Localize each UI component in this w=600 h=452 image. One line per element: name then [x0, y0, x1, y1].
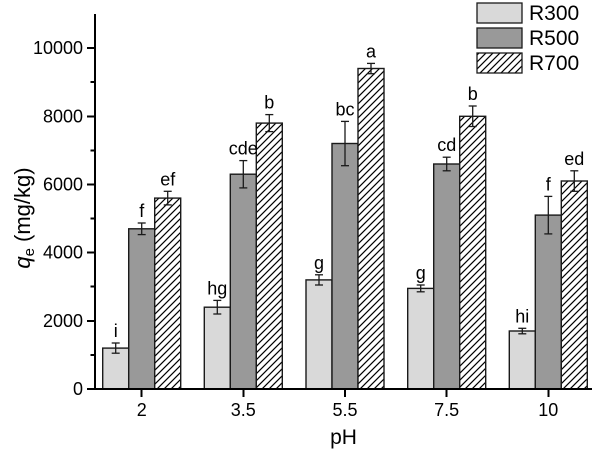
sig-label-R500-ph7.5: cd [437, 135, 456, 155]
y-tick-label: 2000 [43, 311, 83, 331]
axes [87, 14, 592, 397]
legend-label-R500: R500 [529, 27, 579, 50]
error-bar-R300-ph5.5 [315, 274, 323, 286]
legend-swatch-R700 [476, 52, 523, 74]
error-bar-R300-ph3.5 [213, 299, 222, 315]
bar-R500-ph5.5 [331, 142, 359, 390]
y-title-subscript: e [21, 248, 38, 256]
y-title-symbol: q [10, 256, 35, 269]
error-bar-R700-ph10 [570, 170, 579, 192]
bar-R300-ph3.5 [203, 306, 232, 390]
bar-R700-ph5.5 [357, 67, 385, 390]
y-tick-label: 6000 [43, 175, 83, 195]
legend-label-R300: R300 [529, 2, 579, 25]
y-title-units: (mg/kg) [10, 167, 35, 242]
y-axis-title: qe (mg/kg) [10, 167, 38, 268]
error-bar-R300-ph2 [111, 342, 120, 354]
error-bar-R300-ph10 [518, 327, 527, 335]
sig-label-R700-ph2: ef [160, 169, 176, 189]
bar-R500-ph2 [127, 228, 156, 390]
y-tick-label: 0 [73, 379, 83, 399]
y-tick-label: 10000 [33, 38, 83, 58]
x-tick-label: 7.5 [434, 400, 459, 420]
bar-R700-ph3.5 [255, 122, 283, 390]
error-bar-R500-ph3.5 [239, 159, 248, 189]
bar-R300-ph5.5 [305, 279, 333, 390]
sig-label-R500-ph2: f [139, 201, 145, 221]
sig-label-R700-ph3.5: b [264, 93, 274, 113]
error-bar-R700-ph5.5 [367, 62, 375, 75]
sig-label-R500-ph10: f [546, 174, 552, 194]
legend-label-R700: R700 [529, 52, 579, 75]
bar-R700-ph7.5 [459, 115, 487, 390]
bar-R500-ph10 [534, 214, 562, 390]
sig-label-R700-ph7.5: b [468, 84, 478, 104]
y-tick-label: 8000 [43, 106, 83, 126]
sig-label-R300-ph7.5: g [416, 263, 426, 283]
sig-label-R300-ph3.5: hg [207, 278, 227, 298]
sig-label-R700-ph5.5: a [366, 41, 377, 61]
x-tick-label: 5.5 [332, 400, 357, 420]
x-axis-title: pH [330, 426, 357, 449]
error-bar-R500-ph10 [544, 195, 553, 235]
bar-R300-ph10 [508, 330, 536, 390]
legend-swatch-R500 [476, 27, 523, 49]
bar-R300-ph7.5 [407, 287, 435, 390]
error-bar-R500-ph7.5 [442, 156, 451, 172]
error-bar-R700-ph2 [163, 190, 172, 206]
y-tick-label: 4000 [43, 243, 83, 263]
sig-label-R700-ph10: ed [564, 149, 584, 169]
error-bar-R500-ph2 [137, 222, 146, 236]
sig-label-R300-ph5.5: g [314, 253, 324, 273]
x-tick-label: 10 [538, 400, 558, 420]
bar-R300-ph2 [101, 347, 130, 390]
legend-swatch-R300 [476, 2, 523, 24]
sig-label-R500-ph3.5: cde [229, 139, 258, 159]
error-bar-R700-ph7.5 [468, 105, 477, 128]
bar-R700-ph10 [560, 180, 588, 390]
bar-R500-ph7.5 [433, 163, 461, 390]
sig-label-R500-ph5.5: bc [335, 99, 354, 119]
x-tick-label: 3.5 [231, 400, 256, 420]
x-tick-label: 2 [137, 400, 147, 420]
sig-label-R300-ph2: i [114, 321, 118, 341]
error-bar-R500-ph5.5 [341, 120, 349, 167]
error-bar-R700-ph3.5 [265, 113, 274, 133]
bar-R500-ph3.5 [229, 173, 258, 390]
sig-label-R300-ph10: hi [515, 306, 529, 326]
bar-R700-ph2 [153, 197, 182, 390]
error-bar-R300-ph7.5 [416, 284, 425, 293]
